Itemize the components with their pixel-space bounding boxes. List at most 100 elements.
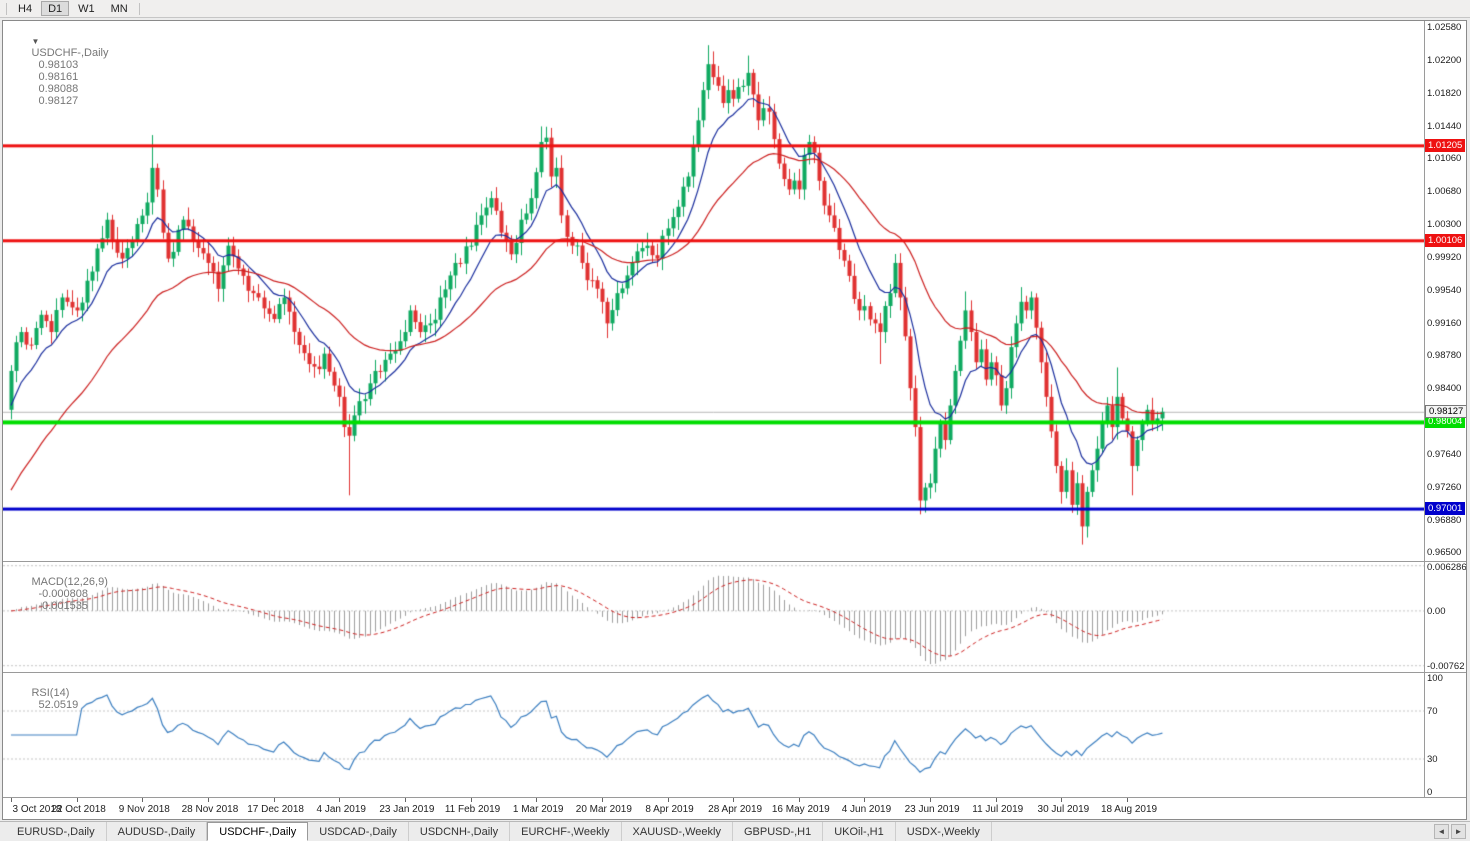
price-axis-tick: 0.99920 — [1427, 251, 1462, 263]
chart-tab-gbpusd-h1[interactable]: GBPUSD-,H1 — [733, 822, 824, 841]
chart-tab-usdcad-daily[interactable]: USDCAD-,Daily — [308, 822, 409, 841]
rsi-axis-tick: 70 — [1427, 706, 1438, 717]
chart-title: ▼ USDCHF-,Daily 0.98103 0.98161 0.98088 … — [7, 23, 108, 119]
price-axis-tick: 0.99540 — [1427, 284, 1462, 296]
time-axis-tick — [142, 798, 144, 802]
hline-price-badge: 1.00106 — [1425, 233, 1466, 247]
time-axis-label: 3 Oct 2018 — [12, 804, 62, 815]
price-axis-tick: 0.98780 — [1427, 350, 1462, 362]
timeframe-d1-button[interactable]: D1 — [41, 1, 70, 16]
macd-axis-tick: 0.006286 — [1427, 562, 1467, 573]
ohlc-high-value: 0.98161 — [38, 71, 79, 83]
time-axis-tick — [930, 798, 932, 802]
price-axis-tick: 1.02200 — [1427, 54, 1462, 66]
rsi-indicator-canvas[interactable] — [3, 673, 1424, 797]
price-axis-tick: 0.99160 — [1427, 317, 1462, 329]
price-axis-tick: 0.97640 — [1427, 448, 1462, 460]
rsi-value: 52.0519 — [38, 699, 79, 711]
rsi-header: RSI(14) 52.0519 — [7, 675, 78, 723]
time-axis-label: 8 Apr 2019 — [645, 804, 694, 815]
time-axis-tick — [76, 798, 78, 802]
chart-tab-bar: EURUSD-,Daily AUDUSD-,Daily USDCHF-,Daily U… — [0, 821, 1470, 841]
chart-tab-eurusd-daily[interactable]: EURUSD-,Daily — [6, 822, 107, 841]
tab-scroll-right-button[interactable]: ► — [1451, 824, 1466, 839]
time-axis-tick — [339, 798, 341, 802]
time-axis-label: 30 Jul 2019 — [1037, 804, 1090, 815]
time-axis-tick — [470, 798, 472, 802]
rsi-axis-tick: 30 — [1427, 754, 1438, 765]
time-axis-label: 11 Feb 2019 — [444, 804, 501, 815]
time-axis-tick — [864, 798, 866, 802]
time-axis-label: 18 Aug 2019 — [1100, 804, 1158, 815]
chart-symbol-period-label: USDCHF-,Daily — [31, 47, 109, 59]
macd-indicator-canvas[interactable] — [3, 562, 1424, 672]
time-axis-label: 4 Jun 2019 — [841, 804, 892, 815]
tab-scroll-arrows: ◄ ► — [1432, 822, 1470, 841]
time-axis-tick — [536, 798, 538, 802]
price-axis-tick: 1.02580 — [1427, 22, 1462, 34]
macd-axis-tick: -0.00762 — [1427, 660, 1465, 672]
time-axis-tick — [733, 798, 735, 802]
chart-tab-usdchf-daily[interactable]: USDCHF-,Daily — [207, 822, 309, 841]
macd-signal-value: -0.001535 — [38, 600, 88, 612]
timeframe-toolbar: H4 D1 W1 MN — [0, 0, 1470, 18]
time-axis-tick — [601, 798, 603, 802]
time-axis-label: 9 Nov 2018 — [118, 804, 170, 815]
time-axis-label: 11 Jul 2019 — [972, 804, 1024, 815]
symbol-dropdown-icon[interactable]: ▼ — [31, 37, 40, 46]
time-axis-tick — [207, 798, 209, 802]
time-axis-tick — [11, 798, 12, 802]
time-axis-label: 4 Jan 2019 — [316, 804, 367, 815]
price-axis-tick: 1.01820 — [1427, 87, 1462, 99]
price-axis-tick: 1.00300 — [1427, 219, 1462, 231]
chart-tab-usdx-weekly[interactable]: USDX-,Weekly — [896, 822, 992, 841]
rsi-label: RSI(14) — [31, 687, 70, 699]
timeframe-h4-button[interactable]: H4 — [18, 3, 33, 15]
ohlc-low-value: 0.98088 — [38, 83, 79, 95]
price-pane: ▼ USDCHF-,Daily 0.98103 0.98161 0.98088 … — [3, 21, 1466, 561]
price-axis-tick: 0.97260 — [1427, 481, 1462, 493]
time-axis-tick — [798, 798, 800, 802]
last-price-badge: 0.98127 — [1425, 404, 1466, 418]
time-axis-tick — [273, 798, 275, 802]
price-axis-tick: 1.00680 — [1427, 186, 1462, 198]
price-axis-tick: 1.01060 — [1427, 153, 1462, 165]
time-axis-label: 23 Jun 2019 — [904, 804, 960, 815]
tab-scroll-left-button[interactable]: ◄ — [1434, 824, 1449, 839]
price-axis-tick: 1.01440 — [1427, 120, 1462, 132]
rsi-axis-tick: 0 — [1427, 787, 1433, 798]
time-axis-tick — [667, 798, 669, 802]
chart-tab-eurchf-weekly[interactable]: EURCHF-,Weekly — [510, 822, 622, 841]
hline-price-badge: 1.01205 — [1425, 138, 1466, 152]
chart-tab-usdcnh-daily[interactable]: USDCNH-,Daily — [409, 822, 511, 841]
chart-tab-list: EURUSD-,Daily AUDUSD-,Daily USDCHF-,Daily U… — [6, 822, 992, 841]
ohlc-open-value: 0.98103 — [38, 59, 79, 71]
rsi-axis-tick: 100 — [1427, 673, 1443, 684]
time-axis-label: 17 Dec 2018 — [247, 804, 304, 815]
macd-pane: MACD(12,26,9) -0.000808 -0.001535 — [3, 561, 1466, 672]
time-axis-tick — [1127, 798, 1129, 802]
macd-main-value: -0.000808 — [38, 588, 88, 600]
time-axis-label: 22 Oct 2018 — [51, 804, 106, 815]
macd-axis-tick: 0.00 — [1427, 605, 1446, 617]
price-chart-canvas[interactable] — [3, 21, 1424, 561]
time-axis-tick — [995, 798, 997, 802]
hline-price-badge: 0.98004 — [1425, 415, 1466, 429]
chart-tab-ukoil-h1[interactable]: UKOil-,H1 — [823, 822, 896, 841]
price-axis-tick: 0.96880 — [1427, 514, 1462, 526]
time-axis-tick — [1061, 798, 1063, 802]
chart-tab-xauusd-weekly[interactable]: XAUUSD-,Weekly — [622, 822, 733, 841]
time-axis-tick — [404, 798, 406, 802]
time-axis[interactable]: 3 Oct 2018 22 Oct 2018 9 Nov 2018 28 Nov 20… — [3, 797, 1466, 819]
time-axis-label: 23 Jan 2019 — [379, 804, 435, 815]
time-axis-label: 20 Mar 2019 — [575, 804, 632, 815]
time-axis-label: 1 Mar 2019 — [512, 804, 564, 815]
macd-label: MACD(12,26,9) — [31, 576, 108, 588]
chart-tab-audusd-daily[interactable]: AUDUSD-,Daily — [107, 822, 208, 841]
price-axis-tick: 0.96500 — [1427, 547, 1462, 559]
hline-price-badge: 0.97001 — [1425, 502, 1466, 516]
timeframe-w1-button[interactable]: W1 — [78, 3, 95, 15]
timeframe-mn-button[interactable]: MN — [110, 3, 128, 15]
toolbar-separator — [6, 2, 7, 15]
